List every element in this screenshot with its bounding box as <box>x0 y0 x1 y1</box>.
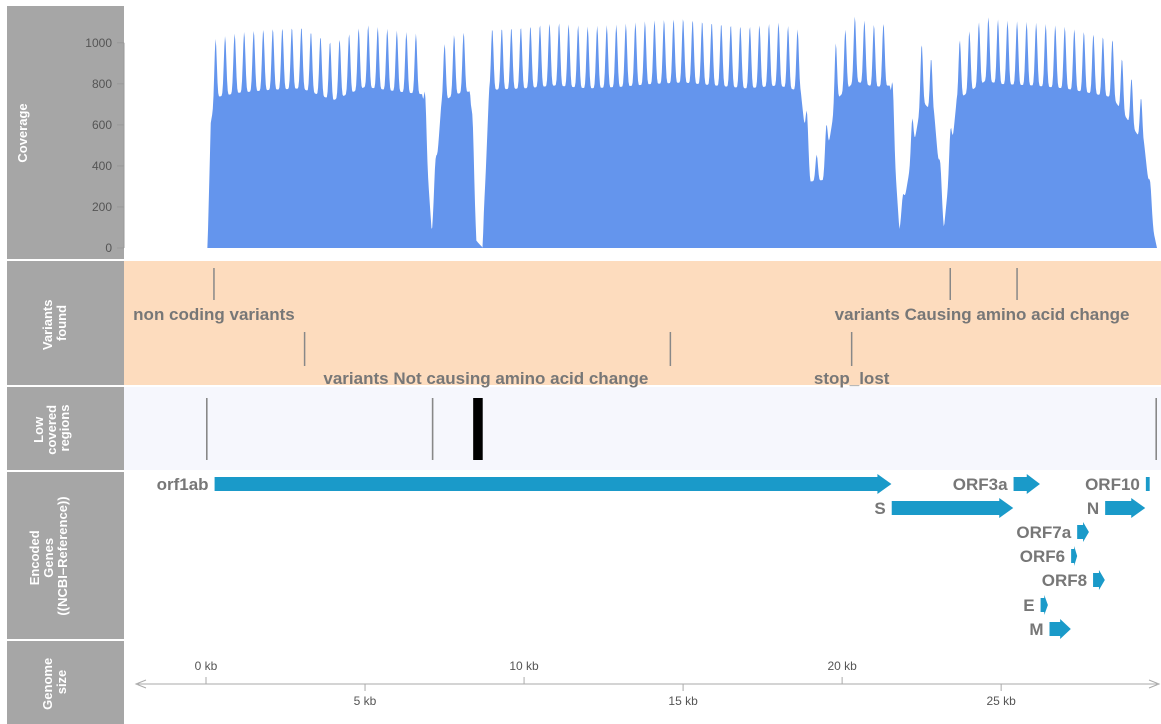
variant-label: non coding variants <box>133 305 295 324</box>
track-label-genes-line2: Genes <box>41 538 56 578</box>
low-coverage-region <box>1155 398 1157 460</box>
gene-arrow <box>1145 477 1150 491</box>
axis-tick-label: 15 kb <box>668 694 698 708</box>
gene-label: ORF8 <box>1042 571 1087 590</box>
label-bg-axis <box>7 641 124 724</box>
track-label-coverage: Coverage <box>15 103 30 162</box>
coverage-ytick-label: 400 <box>92 159 112 173</box>
track-label-lowcov-line3: regions <box>57 405 72 452</box>
track-label-genes-line1: Encoded <box>27 530 42 585</box>
coverage-ytick-label: 600 <box>92 118 112 132</box>
track-label-genes: Encoded Genes ((NCBI–Reference)) <box>27 496 70 615</box>
genome-axis: 0 kb 10 kb 20 kb 5 kb 15 kb 25 kb <box>134 659 1161 708</box>
coverage-ytick-label: 800 <box>92 77 112 91</box>
gene-arrow <box>1093 570 1105 590</box>
gene-arrow <box>1071 546 1078 566</box>
label-bg-variants <box>7 261 124 385</box>
gene-label: N <box>1087 499 1099 518</box>
track-label-variants: Variants found <box>40 296 69 350</box>
gene-label: ORF10 <box>1085 475 1140 494</box>
track-label-genes-line3: ((NCBI–Reference)) <box>55 496 70 615</box>
coverage-ytick-label: 0 <box>105 241 112 255</box>
gene-label: ORF7a <box>1016 523 1071 542</box>
track-label-lowcov-line2: covered <box>44 405 59 455</box>
coverage-plot <box>206 16 1157 248</box>
gene-arrow <box>214 474 892 494</box>
label-bg-genes <box>7 472 124 639</box>
track-label-variants-line2: found <box>54 305 69 341</box>
track-label-axis-line2: size <box>54 670 69 695</box>
axis-arrow-left <box>134 679 147 689</box>
axis-arrow-right <box>1148 679 1161 689</box>
gene-label: ORF6 <box>1020 547 1065 566</box>
variants-track-bg <box>124 261 1161 385</box>
gene-label: S <box>874 499 885 518</box>
gene-arrow <box>1040 595 1048 615</box>
gene-arrow <box>1077 522 1089 542</box>
gene-label: M <box>1029 620 1043 639</box>
axis-tick-label: 20 kb <box>827 659 857 673</box>
axis-tick-label: 5 kb <box>354 694 377 708</box>
gene-arrow <box>1013 474 1040 494</box>
variant-label: stop_lost <box>814 369 890 388</box>
variants-track: non coding variants variants Not causing … <box>133 268 1129 388</box>
gene-arrow <box>1049 619 1071 639</box>
axis-tick-label: 10 kb <box>509 659 539 673</box>
genes-track: orf1ab S ORF3a EM ORF6 ORF7a ORF8 N ORF10 <box>157 474 1150 639</box>
track-label-variants-line1: Variants <box>40 300 55 351</box>
gene-label: ORF3a <box>953 475 1008 494</box>
coverage-y-axis: 0 200 400 600 800 1000 <box>85 36 125 255</box>
axis-tick-label: 25 kb <box>986 694 1016 708</box>
gene-label: E <box>1023 596 1034 615</box>
track-label-panel: Coverage Variants found Low covered regi… <box>7 6 124 724</box>
lowcov-track-bg <box>124 387 1161 470</box>
coverage-area <box>206 16 1157 248</box>
coverage-ytick-label: 200 <box>92 200 112 214</box>
track-label-axis-line1: Genome <box>40 658 55 710</box>
track-label-lowcov: Low covered regions <box>31 401 72 455</box>
low-coverage-region <box>473 398 483 460</box>
track-label-lowcov-line1: Low <box>31 416 46 443</box>
coverage-ytick-label: 1000 <box>85 36 112 50</box>
label-bg-coverage <box>7 6 124 259</box>
gene-arrow <box>891 498 1014 518</box>
low-coverage-region <box>206 398 208 460</box>
low-coverage-region <box>431 398 434 460</box>
variant-label: variants Not causing amino acid change <box>323 369 648 388</box>
axis-tick-label: 0 kb <box>195 659 218 673</box>
variant-label: variants Causing amino acid change <box>835 305 1130 324</box>
lowcov-track <box>206 398 1157 460</box>
label-bg-lowcov <box>7 387 124 470</box>
gene-arrow <box>1105 498 1146 518</box>
track-label-axis: Genome size <box>40 654 69 710</box>
gene-label: orf1ab <box>157 475 209 494</box>
